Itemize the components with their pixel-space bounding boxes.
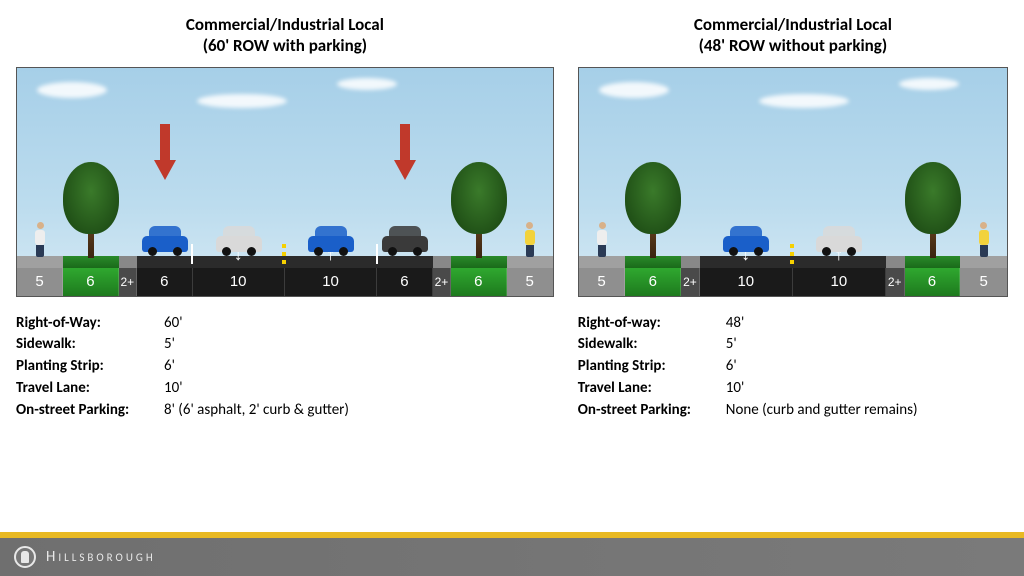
- spec-row: Sidewalk:5': [16, 334, 554, 356]
- title-left: Commercial/Industrial Local (60' ROW wit…: [16, 14, 554, 57]
- footer-strip: Hillsborough: [0, 538, 1024, 576]
- dimension-row: 562+610↓10↑62+65: [17, 268, 553, 296]
- spec-value: 5': [164, 334, 175, 356]
- spec-value: 60': [164, 313, 183, 335]
- specs-right: Right-of-way:48'Sidewalk:5'Planting Stri…: [578, 313, 1008, 422]
- center-line: [790, 244, 794, 264]
- spec-label: Travel Lane:: [16, 378, 164, 400]
- specs-left: Right-of-Way:60'Sidewalk:5'Planting Stri…: [16, 313, 554, 422]
- dim-cell: 2+: [119, 268, 137, 296]
- dim-cell: 5: [960, 268, 1007, 296]
- dim-cell: 6: [137, 268, 192, 296]
- spec-row: On-street Parking:8' (6' asphalt, 2' cur…: [16, 400, 554, 422]
- tree-icon: [625, 162, 681, 258]
- dim-cell: 6: [63, 268, 118, 296]
- spec-value: 10': [164, 378, 183, 400]
- car-icon: [723, 226, 769, 256]
- tree-icon: [451, 162, 507, 258]
- footer-brand: Hillsborough: [46, 548, 156, 566]
- dim-cell: 10↑: [285, 268, 377, 296]
- spec-row: Travel Lane:10': [578, 378, 1008, 400]
- spec-label: Right-of-Way:: [16, 313, 164, 335]
- down-arrow-icon: [394, 124, 416, 180]
- spec-label: Planting Strip:: [578, 356, 726, 378]
- lane-separator: [376, 244, 378, 264]
- title-left-line2: (60' ROW with parking): [16, 35, 554, 56]
- spec-label: Sidewalk:: [578, 334, 726, 356]
- dim-cell: 6: [625, 268, 681, 296]
- tree-icon: [905, 162, 961, 258]
- dim-cell: 10↓: [700, 268, 793, 296]
- title-left-line1: Commercial/Industrial Local: [16, 14, 554, 35]
- person-icon: [978, 222, 990, 256]
- dim-cell: 6: [905, 268, 961, 296]
- title-right-line1: Commercial/Industrial Local: [578, 14, 1008, 35]
- spec-row: On-street Parking:None (curb and gutter …: [578, 400, 1008, 422]
- car-icon: [308, 226, 354, 256]
- footer-logo-icon: [14, 546, 36, 568]
- spec-label: Sidewalk:: [16, 334, 164, 356]
- spec-value: 8' (6' asphalt, 2' curb & gutter): [164, 400, 349, 422]
- spec-label: Planting Strip:: [16, 356, 164, 378]
- lane-separator: [191, 244, 193, 264]
- car-icon: [142, 226, 188, 256]
- dim-cell: 6: [451, 268, 506, 296]
- title-right-line2: (48' ROW without parking): [578, 35, 1008, 56]
- spec-row: Right-of-way:48': [578, 313, 1008, 335]
- spec-row: Planting Strip:6': [578, 356, 1008, 378]
- person-icon: [34, 222, 46, 256]
- spec-row: Right-of-Way:60': [16, 313, 554, 335]
- spec-value: None (curb and gutter remains): [726, 400, 918, 422]
- spec-label: On-street Parking:: [578, 400, 726, 422]
- center-line: [282, 244, 286, 264]
- diagram-left: 562+610↓10↑62+65: [16, 67, 554, 297]
- title-right: Commercial/Industrial Local (48' ROW wit…: [578, 14, 1008, 57]
- dim-cell: 10↓: [193, 268, 285, 296]
- diagram-right: 562+10↓10↑2+65: [578, 67, 1008, 297]
- dim-cell: 5: [507, 268, 553, 296]
- spec-value: 5': [726, 334, 737, 356]
- spec-label: Travel Lane:: [578, 378, 726, 400]
- panel-left: Commercial/Industrial Local (60' ROW wit…: [16, 14, 554, 421]
- dimension-row: 562+10↓10↑2+65: [579, 268, 1007, 296]
- car-icon: [216, 226, 262, 256]
- spec-value: 6': [164, 356, 175, 378]
- person-icon: [524, 222, 536, 256]
- dim-cell: 2+: [886, 268, 905, 296]
- spec-label: On-street Parking:: [16, 400, 164, 422]
- footer: Hillsborough: [0, 532, 1024, 576]
- dim-cell: 2+: [681, 268, 700, 296]
- spec-label: Right-of-way:: [578, 313, 726, 335]
- spec-row: Sidewalk:5': [578, 334, 1008, 356]
- spec-value: 10': [726, 378, 745, 400]
- spec-row: Travel Lane:10': [16, 378, 554, 400]
- panel-right: Commercial/Industrial Local (48' ROW wit…: [578, 14, 1008, 421]
- dim-cell: 2+: [433, 268, 451, 296]
- content: Commercial/Industrial Local (60' ROW wit…: [0, 0, 1024, 421]
- car-icon: [816, 226, 862, 256]
- spec-row: Planting Strip:6': [16, 356, 554, 378]
- dim-cell: 5: [579, 268, 626, 296]
- dim-cell: 6: [377, 268, 432, 296]
- tree-icon: [63, 162, 119, 258]
- dim-cell: 10↑: [793, 268, 886, 296]
- spec-value: 48': [726, 313, 745, 335]
- car-icon: [382, 226, 428, 256]
- dim-cell: 5: [17, 268, 63, 296]
- person-icon: [596, 222, 608, 256]
- down-arrow-icon: [154, 124, 176, 180]
- spec-value: 6': [726, 356, 737, 378]
